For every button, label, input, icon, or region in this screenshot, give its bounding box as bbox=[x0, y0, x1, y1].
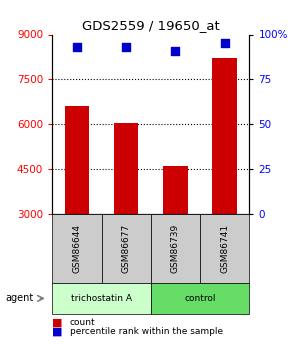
Text: ■: ■ bbox=[52, 318, 63, 327]
Point bbox=[222, 41, 227, 46]
Point bbox=[173, 48, 178, 53]
Text: control: control bbox=[184, 294, 216, 303]
Point bbox=[124, 44, 128, 50]
Text: agent: agent bbox=[6, 294, 34, 303]
Point bbox=[75, 44, 79, 50]
Bar bbox=[163, 166, 188, 214]
Bar bbox=[213, 58, 237, 214]
Bar bbox=[64, 106, 89, 214]
Text: GSM86677: GSM86677 bbox=[122, 224, 131, 273]
Text: percentile rank within the sample: percentile rank within the sample bbox=[70, 327, 223, 336]
Text: GSM86741: GSM86741 bbox=[220, 224, 229, 273]
Bar bbox=[114, 123, 139, 214]
Text: trichostatin A: trichostatin A bbox=[71, 294, 132, 303]
Text: ■: ■ bbox=[52, 326, 63, 336]
Text: count: count bbox=[70, 318, 95, 327]
Text: GSM86644: GSM86644 bbox=[72, 224, 81, 273]
Text: GSM86739: GSM86739 bbox=[171, 224, 180, 273]
Title: GDS2559 / 19650_at: GDS2559 / 19650_at bbox=[82, 19, 220, 32]
